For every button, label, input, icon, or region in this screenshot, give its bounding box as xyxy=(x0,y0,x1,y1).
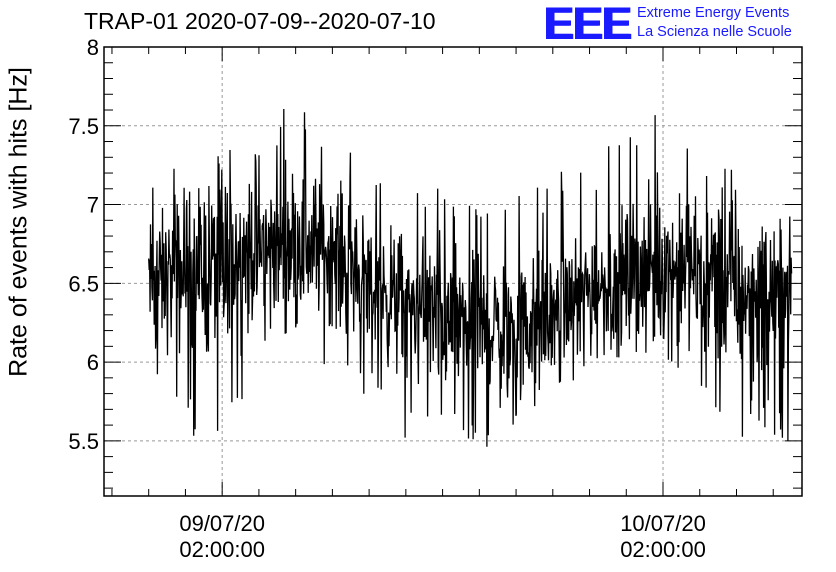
x-tick-label-date: 10/07/20 xyxy=(620,511,706,536)
logo-line-2: La Scienza nelle Scuole xyxy=(637,24,792,40)
y-tick-label: 5.5 xyxy=(68,429,99,454)
x-tick-label-time: 02:00:00 xyxy=(179,537,265,562)
x-tick-label-date: 09/07/20 xyxy=(179,511,265,536)
y-tick-label: 6 xyxy=(87,350,99,375)
plot-frame xyxy=(103,46,803,497)
logo-caption: Extreme Energy Events La Scienza nelle S… xyxy=(637,4,792,42)
eee-logo: EEE xyxy=(543,0,631,49)
y-tick-label: 8 xyxy=(87,35,99,60)
y-tick-label: 6.5 xyxy=(68,271,99,296)
x-tick-label-time: 02:00:00 xyxy=(620,537,706,562)
rate-series-line xyxy=(148,108,793,447)
y-tick-label: 7.5 xyxy=(68,114,99,139)
y-tick-label: 7 xyxy=(87,193,99,218)
y-axis-label: Rate of events with hits [Hz] xyxy=(4,67,33,377)
chart-title: TRAP-01 2020-07-09--2020-07-10 xyxy=(84,8,436,34)
logo-line-1: Extreme Energy Events xyxy=(637,5,790,21)
